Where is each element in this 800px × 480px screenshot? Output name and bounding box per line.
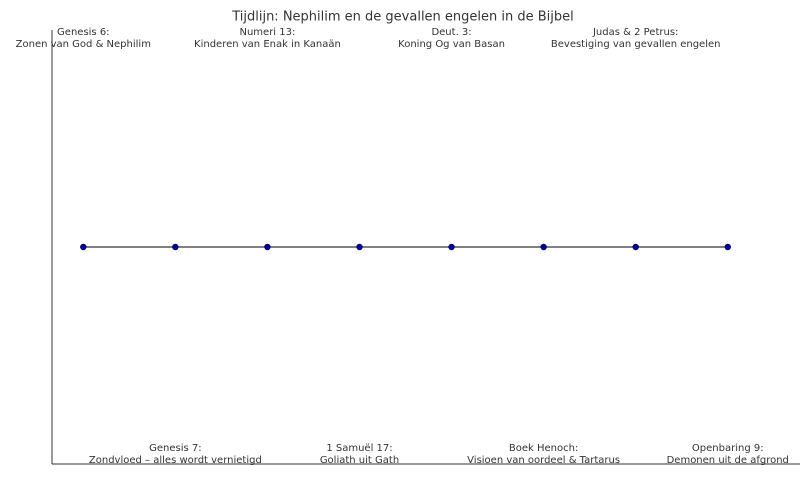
event-point xyxy=(356,243,363,251)
event-label: 1 Samuël 17: xyxy=(326,443,392,454)
event-label: Goliath uit Gath xyxy=(320,455,399,466)
event-point xyxy=(448,243,455,251)
event-label: Deut. 3: xyxy=(431,27,471,38)
event-label: Numeri 13: xyxy=(239,27,295,38)
event-point xyxy=(264,243,271,251)
event-label: Genesis 7: xyxy=(149,443,202,454)
event-label: Bevestiging van gevallen engelen xyxy=(551,39,721,50)
event-label: Zondvloed – alles wordt vernietigd xyxy=(89,455,262,466)
event-label: Genesis 6: xyxy=(57,27,110,38)
event-label: Zonen van God & Nephilim xyxy=(16,39,151,50)
event-label: Koning Og van Basan xyxy=(398,39,505,50)
event-point xyxy=(80,243,87,251)
chart-title: Tijdlijn: Nephilim en de gevallen engele… xyxy=(231,10,574,25)
event-point xyxy=(724,243,731,251)
event-label: Judas & 2 Petrus: xyxy=(592,27,678,38)
event-point xyxy=(540,243,547,251)
event-label: Visioen van oordeel & Tartarus xyxy=(467,455,620,466)
event-label: Boek Henoch: xyxy=(509,443,578,454)
event-point xyxy=(172,243,179,251)
event-label: Openbaring 9: xyxy=(692,443,764,454)
event-label: Demonen uit de afgrond xyxy=(667,455,789,466)
event-label: Kinderen van Enak in Kanaän xyxy=(194,39,341,50)
event-point xyxy=(632,243,639,251)
